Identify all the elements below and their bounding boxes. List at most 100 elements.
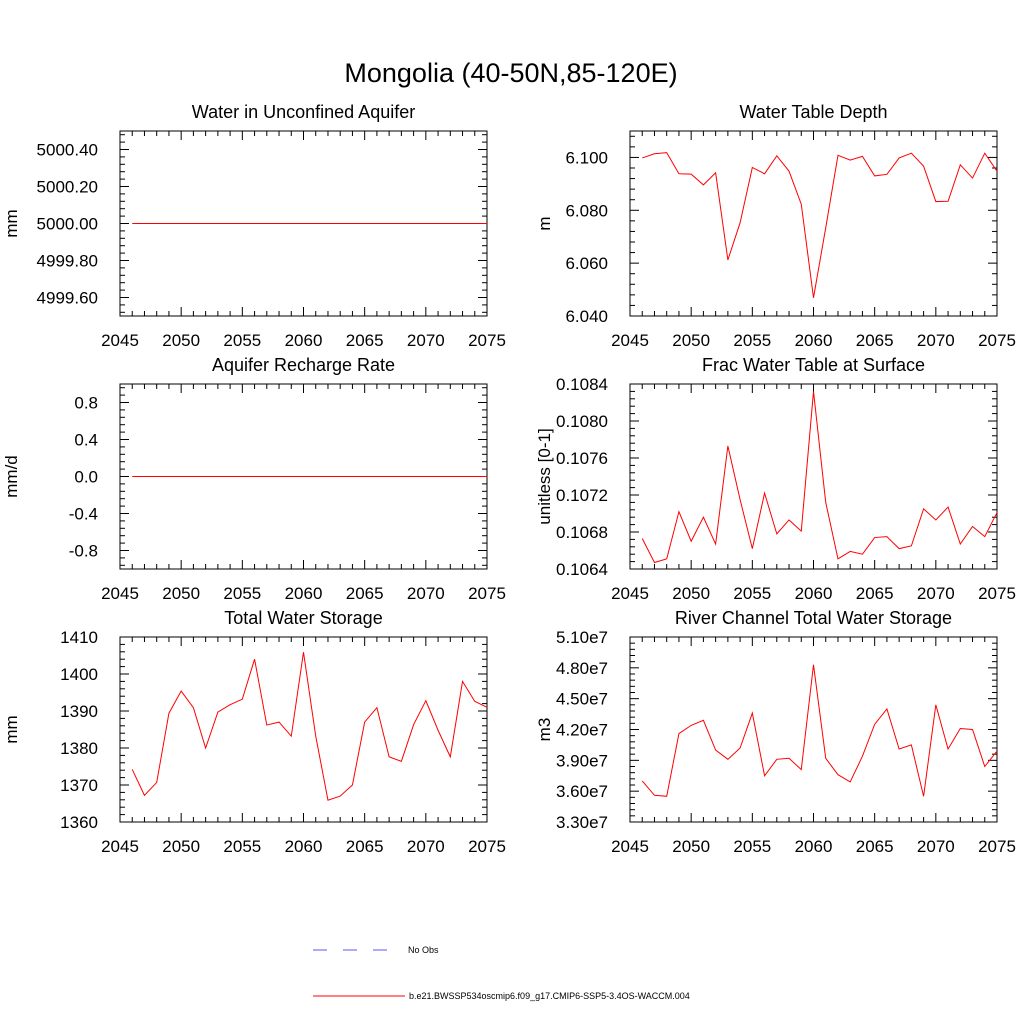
- y-axis-label: m3: [535, 718, 554, 742]
- y-tick-label: 1360: [60, 813, 98, 832]
- x-tick-label: 2075: [468, 584, 506, 603]
- x-tick-label: 2060: [285, 331, 323, 350]
- y-axis-label: unitless [0-1]: [535, 428, 554, 524]
- x-tick-label: 2065: [856, 331, 894, 350]
- x-tick-label: 2045: [611, 331, 649, 350]
- x-tick-label: 2070: [917, 331, 955, 350]
- x-tick-label: 2045: [611, 584, 649, 603]
- x-tick-label: 2045: [611, 837, 649, 856]
- panel-water-in-unconfined-aquifer: Water in Unconfined Aquifer 2045 2050 2055 2…: [2, 102, 506, 350]
- legend-label-no-obs: No Obs: [408, 945, 439, 955]
- x-tick-label: 2070: [917, 584, 955, 603]
- y-tick-label: 1370: [60, 776, 98, 795]
- panel-title: Frac Water Table at Surface: [702, 355, 925, 375]
- x-tick-label: 2065: [346, 837, 384, 856]
- x-tick-label: 2050: [162, 331, 200, 350]
- panel-water-table-depth: Water Table Depth 2045 2050 2055 2060 2065 207…: [535, 102, 1016, 350]
- x-tick-label: 2055: [733, 837, 771, 856]
- x-tick-label: 2070: [407, 837, 445, 856]
- x-tick-label: 2045: [101, 837, 139, 856]
- x-tick-label: 2055: [223, 584, 261, 603]
- panel-title: Total Water Storage: [224, 608, 382, 628]
- x-tick-label: 2050: [162, 584, 200, 603]
- x-tick-label: 2055: [733, 584, 771, 603]
- y-tick-label: 4.50e7: [556, 690, 608, 709]
- series-line-0: [641, 664, 998, 797]
- y-axis-label: m: [535, 216, 554, 230]
- y-tick-label: 0.1076: [556, 449, 608, 468]
- x-tick-label: 2060: [285, 584, 323, 603]
- x-tick-label: 2045: [101, 331, 139, 350]
- panel-total-water-storage: Total Water Storage 2045 2050 2055 2060 2065 2…: [2, 608, 506, 856]
- series-line-0: [641, 391, 998, 564]
- y-tick-label: 0.1084: [556, 375, 608, 394]
- y-tick-label: 0.1064: [556, 560, 608, 579]
- x-tick-label: 2070: [917, 837, 955, 856]
- y-tick-label: 5000.40: [37, 141, 98, 160]
- y-tick-label: 0.4: [74, 431, 98, 450]
- y-tick-label: 0.1068: [556, 523, 608, 542]
- y-axis-label: mm/d: [2, 455, 21, 498]
- x-tick-label: 2050: [672, 584, 710, 603]
- figure-title: Mongolia (40-50N,85-120E): [344, 58, 677, 88]
- x-tick-label: 2050: [672, 837, 710, 856]
- x-tick-label: 2045: [101, 584, 139, 603]
- x-tick-label: 2060: [285, 837, 323, 856]
- y-tick-label: 0.0: [74, 468, 98, 487]
- y-tick-label: 0.1072: [556, 486, 608, 505]
- series-line-0: [131, 652, 488, 801]
- legend-label-model: b.e21.BWSSP534oscmip6.f09_g17.CMIP6-SSP5…: [409, 991, 690, 1001]
- y-tick-label: 0.1080: [556, 412, 608, 431]
- x-tick-label: 2065: [856, 837, 894, 856]
- y-tick-label: 1410: [60, 628, 98, 647]
- y-tick-label: 5.10e7: [556, 628, 608, 647]
- x-tick-label: 2065: [856, 584, 894, 603]
- x-tick-label: 2050: [672, 331, 710, 350]
- y-tick-label: 1400: [60, 665, 98, 684]
- y-tick-label: 1380: [60, 739, 98, 758]
- panels: Water in Unconfined Aquifer 2045 2050 2055 2…: [2, 102, 1016, 856]
- legend: No Obs b.e21.BWSSP534oscmip6.f09_g17.CMI…: [313, 945, 690, 1001]
- y-tick-label: 4999.60: [37, 289, 98, 308]
- y-tick-label: 4.80e7: [556, 659, 608, 678]
- y-tick-label: 6.060: [565, 254, 608, 273]
- y-tick-label: 3.60e7: [556, 782, 608, 801]
- panel-title: River Channel Total Water Storage: [675, 608, 952, 628]
- panel-title: Aquifer Recharge Rate: [212, 355, 395, 375]
- y-tick-label: 5000.20: [37, 178, 98, 197]
- x-tick-label: 2065: [346, 584, 384, 603]
- y-axis-label: mm: [2, 715, 21, 743]
- series-line-0: [642, 152, 998, 298]
- y-tick-label: 5000.00: [37, 215, 98, 234]
- y-tick-label: 4.20e7: [556, 721, 608, 740]
- x-tick-label: 2050: [162, 837, 200, 856]
- panel-river-channel-total-water-storage: River Channel Total Water Storage 2045 205…: [535, 608, 1016, 856]
- x-tick-label: 2070: [407, 331, 445, 350]
- x-tick-label: 2075: [468, 837, 506, 856]
- x-tick-label: 2060: [795, 837, 833, 856]
- y-tick-label: 4999.80: [37, 252, 98, 271]
- x-tick-label: 2075: [978, 331, 1016, 350]
- y-tick-label: 6.100: [565, 148, 608, 167]
- x-tick-label: 2065: [346, 331, 384, 350]
- x-tick-label: 2055: [223, 331, 261, 350]
- panel-title: Water Table Depth: [739, 102, 887, 122]
- y-tick-label: 6.080: [565, 201, 608, 220]
- y-tick-label: 1390: [60, 702, 98, 721]
- x-tick-label: 2070: [407, 584, 445, 603]
- x-tick-label: 2075: [978, 837, 1016, 856]
- x-tick-label: 2055: [733, 331, 771, 350]
- y-tick-label: 3.30e7: [556, 813, 608, 832]
- panel-frac-water-table-at-surface: Frac Water Table at Surface 2045 2050 2055 2…: [535, 355, 1016, 603]
- panel-title: Water in Unconfined Aquifer: [192, 102, 415, 122]
- y-tick-label: -0.4: [69, 505, 98, 524]
- y-tick-label: 6.040: [565, 307, 608, 326]
- x-tick-label: 2055: [223, 837, 261, 856]
- y-axis-label: mm: [2, 209, 21, 237]
- x-tick-label: 2075: [978, 584, 1016, 603]
- y-tick-label: -0.8: [69, 542, 98, 561]
- y-tick-label: 3.90e7: [556, 751, 608, 770]
- x-tick-label: 2060: [795, 584, 833, 603]
